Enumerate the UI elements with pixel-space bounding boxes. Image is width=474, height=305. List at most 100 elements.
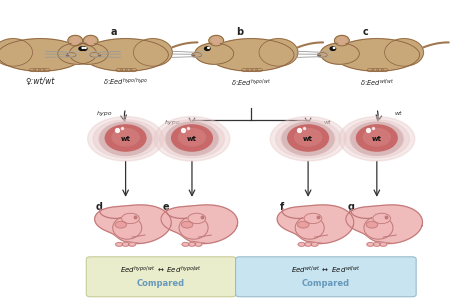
Ellipse shape	[195, 43, 234, 64]
Text: wt: wt	[187, 136, 197, 142]
Text: Compared: Compared	[137, 279, 185, 288]
Ellipse shape	[381, 68, 388, 71]
Ellipse shape	[84, 47, 86, 48]
Ellipse shape	[83, 35, 98, 46]
Ellipse shape	[128, 242, 136, 246]
Ellipse shape	[34, 68, 41, 71]
Text: ♀:wt/wt: ♀:wt/wt	[26, 77, 55, 86]
Ellipse shape	[205, 47, 210, 50]
Text: b: b	[236, 27, 243, 38]
Ellipse shape	[351, 122, 403, 156]
Ellipse shape	[282, 122, 334, 156]
Ellipse shape	[298, 221, 309, 228]
Text: hypo: hypo	[97, 111, 112, 116]
Polygon shape	[277, 205, 354, 244]
Ellipse shape	[179, 216, 208, 239]
Ellipse shape	[29, 68, 36, 71]
Ellipse shape	[112, 128, 139, 146]
Text: wt: wt	[372, 136, 382, 142]
Ellipse shape	[86, 37, 95, 44]
Ellipse shape	[88, 117, 164, 161]
Ellipse shape	[165, 123, 219, 155]
Text: wt: wt	[394, 111, 402, 116]
Ellipse shape	[374, 242, 380, 246]
Ellipse shape	[339, 117, 415, 161]
Ellipse shape	[344, 120, 410, 158]
Polygon shape	[346, 205, 422, 244]
Ellipse shape	[116, 242, 123, 246]
Ellipse shape	[71, 37, 80, 44]
Ellipse shape	[384, 39, 423, 66]
Ellipse shape	[241, 68, 248, 71]
Ellipse shape	[304, 213, 322, 224]
Ellipse shape	[120, 68, 128, 71]
Ellipse shape	[159, 120, 225, 158]
Ellipse shape	[208, 47, 209, 48]
Ellipse shape	[189, 242, 195, 246]
Ellipse shape	[90, 53, 100, 57]
Ellipse shape	[116, 68, 123, 71]
Ellipse shape	[320, 43, 359, 64]
Text: $\mathit{\delta}$:$\mathit{Eed}^{hypo/hypo}$: $\mathit{\delta}$:$\mathit{Eed}^{hypo/hy…	[103, 77, 148, 88]
Text: X: X	[77, 47, 89, 63]
FancyBboxPatch shape	[86, 257, 236, 297]
Ellipse shape	[43, 68, 50, 71]
Ellipse shape	[367, 242, 374, 246]
Ellipse shape	[82, 47, 83, 48]
Ellipse shape	[115, 221, 127, 228]
Ellipse shape	[335, 35, 349, 46]
Ellipse shape	[209, 39, 294, 71]
Polygon shape	[161, 205, 237, 244]
Ellipse shape	[366, 221, 378, 228]
Ellipse shape	[178, 128, 206, 146]
Ellipse shape	[294, 128, 322, 146]
Ellipse shape	[130, 68, 137, 71]
Ellipse shape	[333, 47, 335, 48]
Ellipse shape	[99, 123, 153, 155]
Ellipse shape	[270, 117, 346, 161]
Ellipse shape	[125, 68, 132, 71]
Ellipse shape	[364, 216, 393, 239]
Ellipse shape	[209, 35, 224, 46]
Ellipse shape	[376, 68, 383, 71]
Ellipse shape	[281, 123, 335, 155]
Ellipse shape	[350, 123, 404, 155]
Ellipse shape	[66, 53, 76, 57]
Ellipse shape	[166, 122, 218, 156]
Ellipse shape	[363, 128, 391, 146]
Ellipse shape	[305, 242, 311, 246]
Ellipse shape	[172, 125, 212, 151]
Text: Compared: Compared	[302, 279, 350, 288]
Ellipse shape	[380, 242, 387, 246]
Ellipse shape	[367, 68, 374, 71]
Ellipse shape	[251, 68, 258, 71]
Ellipse shape	[38, 68, 46, 71]
Ellipse shape	[356, 125, 397, 151]
Ellipse shape	[288, 125, 328, 151]
Ellipse shape	[275, 120, 341, 158]
Ellipse shape	[182, 242, 189, 246]
Ellipse shape	[0, 39, 33, 66]
Text: e: e	[163, 202, 169, 212]
Ellipse shape	[259, 39, 298, 66]
Ellipse shape	[318, 53, 327, 57]
Ellipse shape	[373, 213, 391, 224]
Polygon shape	[95, 205, 171, 244]
Ellipse shape	[113, 216, 142, 239]
Text: wt: wt	[323, 120, 331, 125]
Ellipse shape	[334, 39, 419, 71]
Ellipse shape	[311, 242, 318, 246]
Ellipse shape	[122, 242, 129, 246]
Ellipse shape	[58, 43, 97, 64]
Ellipse shape	[154, 117, 230, 161]
Ellipse shape	[182, 221, 193, 228]
Ellipse shape	[255, 68, 263, 71]
Text: $\mathit{\delta}$:$\mathit{Eed}^{hypo/wt}$: $\mathit{\delta}$:$\mathit{Eed}^{hypo/wt…	[231, 77, 271, 88]
Text: hypo: hypo	[165, 120, 181, 125]
Ellipse shape	[0, 39, 83, 71]
Ellipse shape	[79, 47, 84, 50]
Text: wt: wt	[303, 136, 313, 142]
Ellipse shape	[337, 37, 346, 44]
Ellipse shape	[68, 35, 82, 46]
Ellipse shape	[192, 53, 201, 57]
